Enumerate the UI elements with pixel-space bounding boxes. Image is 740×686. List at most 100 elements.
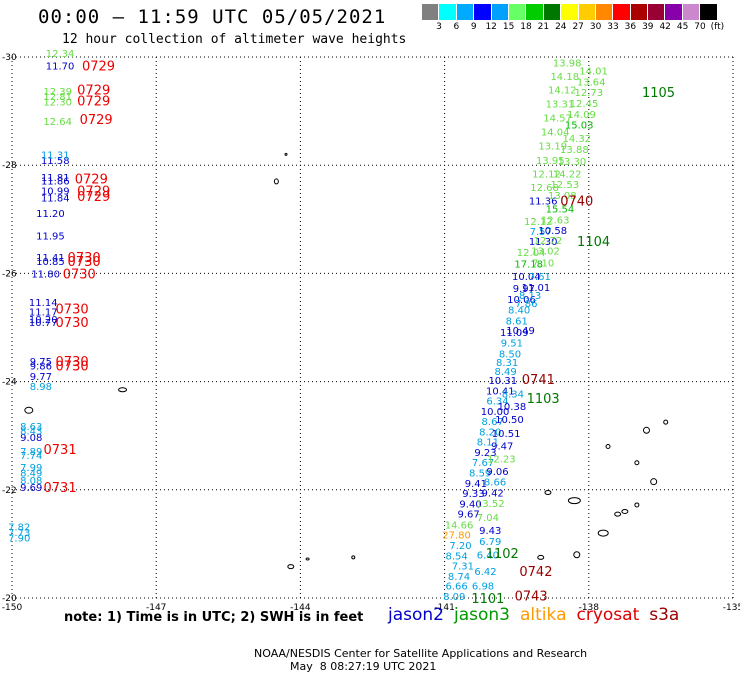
swh-label: 10.20 (29, 315, 58, 326)
legend-tick: 70 (694, 22, 706, 32)
time-label: 0730 (68, 251, 101, 266)
swh-label: 7.90 (8, 533, 30, 544)
swh-label: 8.66 (484, 478, 506, 489)
island-outline (351, 555, 356, 560)
y-tick-label: -28 (2, 161, 17, 171)
time-label: 0729 (77, 94, 110, 109)
swh-label: 11.41 (36, 253, 65, 264)
satellite-cryosat: cryosat (576, 605, 640, 625)
swh-label: 11.95 (36, 232, 65, 243)
chart-plot: 8.096.668.747.318.547.2027.8014.669.679.… (2, 49, 740, 613)
data-labels: 8.096.668.747.318.547.2027.8014.669.679.… (8, 49, 675, 607)
legend-tick: 33 (607, 22, 619, 32)
swh-label: 9.42 (482, 489, 504, 500)
swh-label: 13.88 (560, 145, 589, 156)
legend-swatch (561, 4, 579, 20)
swh-label: 9.43 (479, 526, 501, 537)
swh-label: 12.23 (487, 454, 516, 465)
time-label: 1102 (486, 547, 519, 562)
swh-label: 15.54 (546, 204, 575, 215)
swh-label: 6.42 (474, 567, 496, 578)
swh-label: 7.20 (449, 541, 471, 552)
swh-label: 12.73 (574, 88, 603, 99)
swh-label: 13.08 (548, 191, 577, 202)
swh-label: 10.06 (507, 295, 536, 306)
swh-label: 12.04 (517, 248, 546, 259)
legend-swatch (439, 4, 457, 20)
swh-label: 12.45 (570, 99, 599, 110)
swh-label: 9.47 (491, 441, 513, 452)
swh-label: 6.79 (479, 537, 501, 548)
swh-label: 7.86 (515, 299, 537, 310)
swh-label: 10.50 (495, 415, 524, 426)
time-label: 0730 (63, 267, 96, 282)
y-tick-label: -20 (2, 594, 17, 604)
swh-label: 11.01 (522, 283, 551, 294)
satellite-altika: altika (520, 605, 567, 625)
swh-label: 14.04 (541, 128, 570, 139)
swh-label: 7.31 (452, 562, 474, 573)
swh-label: 13.98 (553, 58, 582, 69)
island-outline (634, 502, 640, 508)
swh-label: 12.39 (43, 87, 72, 98)
time-label: 1101 (471, 592, 504, 607)
island-outline (537, 554, 545, 560)
swh-label: 12.81 (43, 92, 72, 103)
swh-label: 8.74 (448, 572, 470, 583)
swh-label: 13.02 (531, 247, 560, 258)
time-label: 0729 (80, 113, 113, 128)
legend-tick: 15 (502, 22, 515, 32)
time-label: 0730 (56, 359, 89, 374)
legend-swatch (613, 4, 631, 20)
swh-label: 11.70 (46, 62, 75, 73)
swh-label: 9.69 (20, 483, 42, 494)
y-tick-label: -22 (2, 486, 17, 496)
x-tick-label: -150 (2, 603, 23, 613)
legend-tick: (ft) (710, 22, 725, 32)
swh-label: 9.97 (513, 284, 535, 295)
swh-label: 9.08 (20, 433, 42, 444)
swh-label: 9.33 (462, 489, 484, 500)
legend-swatch (508, 4, 527, 20)
time-label: 0741 (522, 373, 555, 388)
swh-label: 10.51 (492, 429, 521, 440)
time-label: 0740 (560, 194, 593, 209)
swh-label: 6.34 (486, 397, 508, 408)
swh-label: 10.31 (488, 376, 517, 387)
swh-label: 7.89 (20, 447, 42, 458)
axis-labels: -20 -22 -24 -26 -28 -30 -150 -147 -144 -141 -138 -1… (2, 53, 740, 613)
y-tick-label: -26 (2, 269, 17, 279)
x-tick-label: -135 (723, 603, 740, 613)
legend-swatch (648, 4, 666, 20)
swh-label: 9.41 (465, 479, 487, 490)
swh-label: 8.61 (506, 316, 528, 327)
time-label: 1103 (527, 392, 560, 407)
time-label: 0729 (77, 185, 110, 200)
time-label: 0743 (515, 589, 548, 604)
legend-tick: 24 (555, 22, 567, 32)
swh-label: 12.12 (524, 217, 553, 228)
swh-label: 10.41 (486, 386, 515, 397)
swh-label: 11.84 (41, 194, 70, 205)
swh-label: 8.43 (20, 426, 42, 437)
swh-label: 10.49 (506, 326, 535, 337)
swh-label: 8.08 (20, 476, 42, 487)
time-label: 0742 (519, 565, 552, 580)
satellite-s3a: s3a (649, 605, 680, 625)
island-outline (544, 490, 552, 496)
swh-label: 13.30 (558, 157, 587, 168)
time-label: 0731 (44, 481, 77, 496)
swh-label: 6.98 (472, 582, 494, 593)
credit: NOAA/NESDIS Center for Satellite Applica… (254, 647, 588, 660)
y-tick-label: -24 (2, 378, 17, 388)
swh-label: 10.38 (498, 402, 527, 413)
swh-label: 7.10 (532, 259, 554, 270)
swh-label: 11.80 (31, 269, 60, 280)
swh-label: 11.86 (41, 176, 70, 187)
legend-tick: 3 (436, 22, 442, 32)
satellite-legend: jason2 jason3 altika cryosat s3a (388, 605, 689, 625)
island-outline (634, 460, 640, 466)
swh-label: 13.64 (577, 77, 606, 88)
swh-label: 11.20 (36, 209, 65, 220)
swh-label: 8.09 (443, 592, 465, 603)
